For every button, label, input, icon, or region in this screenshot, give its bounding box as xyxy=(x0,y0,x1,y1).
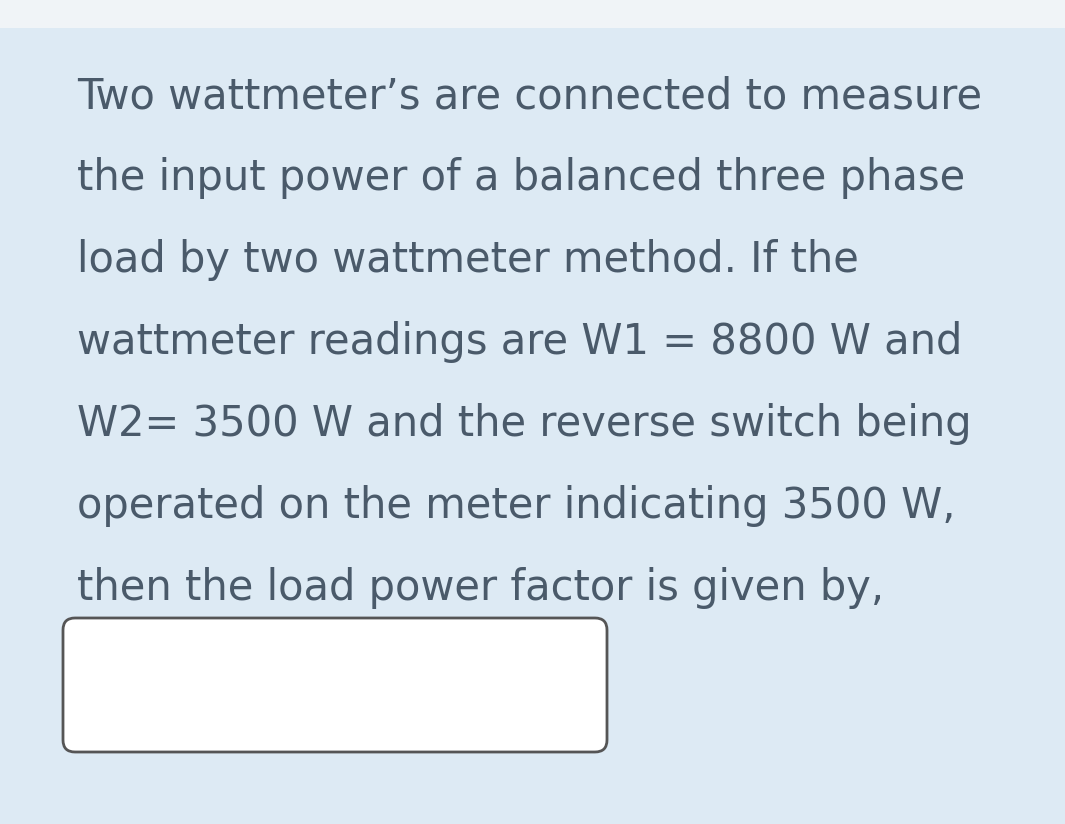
FancyBboxPatch shape xyxy=(0,0,1065,28)
Text: Two wattmeter’s are connected to measure: Two wattmeter’s are connected to measure xyxy=(77,75,982,117)
Text: operated on the meter indicating 3500 W,: operated on the meter indicating 3500 W, xyxy=(77,485,955,527)
FancyBboxPatch shape xyxy=(63,618,607,752)
Text: wattmeter readings are W1 = 8800 W and: wattmeter readings are W1 = 8800 W and xyxy=(77,321,962,363)
Text: load by two wattmeter method. If the: load by two wattmeter method. If the xyxy=(77,239,858,281)
Text: then the load power factor is given by,: then the load power factor is given by, xyxy=(77,567,884,609)
Text: the input power of a balanced three phase: the input power of a balanced three phas… xyxy=(77,157,965,199)
Text: W2= 3500 W and the reverse switch being: W2= 3500 W and the reverse switch being xyxy=(77,403,971,445)
